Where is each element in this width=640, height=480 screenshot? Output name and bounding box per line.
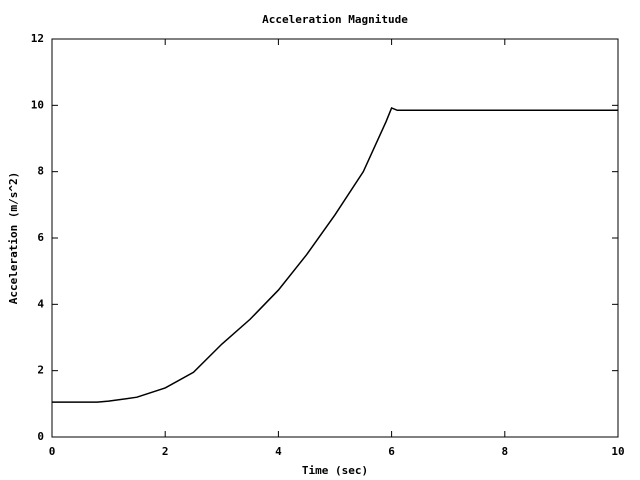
x-tick-label: 2: [162, 445, 169, 458]
y-tick-label: 8: [37, 165, 44, 178]
x-tick-label: 0: [49, 445, 56, 458]
x-tick-label: 6: [388, 445, 395, 458]
y-tick-label: 0: [37, 430, 44, 443]
y-tick-label: 12: [31, 32, 44, 45]
x-tick-label: 10: [611, 445, 624, 458]
y-axis-label: Acceleration (m/s^2): [7, 172, 20, 304]
y-tick-label: 4: [37, 297, 44, 310]
x-tick-label: 8: [501, 445, 508, 458]
y-tick-label: 10: [31, 98, 44, 111]
data-line: [52, 107, 618, 403]
chart-title: Acceleration Magnitude: [262, 13, 408, 26]
plot-frame: [51, 38, 619, 438]
y-tick-label: 2: [37, 364, 44, 377]
x-tick-label: 4: [275, 445, 282, 458]
x-axis-label: Time (sec): [302, 464, 368, 477]
y-tick-label: 6: [37, 231, 44, 244]
